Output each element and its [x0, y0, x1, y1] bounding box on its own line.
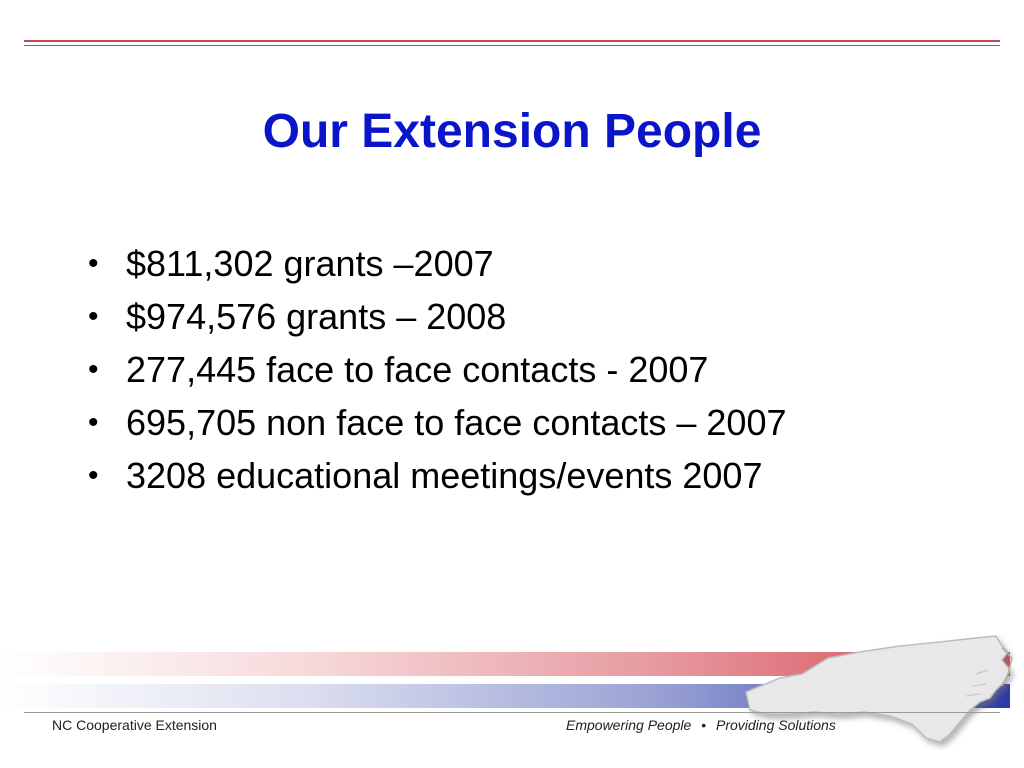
- bullet-text: $974,576 grants – 2008: [126, 296, 507, 337]
- footer-rule: [24, 712, 1000, 713]
- bullet-marker: •: [88, 406, 99, 439]
- bullet-marker: •: [88, 353, 99, 386]
- north-carolina-map-icon: [745, 635, 1013, 743]
- bullet-item: • 695,705 non face to face contacts – 20…: [88, 401, 908, 445]
- top-rule-red: [24, 40, 1000, 42]
- bullet-item: • 277,445 face to face contacts - 2007: [88, 348, 908, 392]
- top-rule-blue: [24, 45, 1000, 46]
- bullet-item: • $974,576 grants – 2008: [88, 295, 908, 339]
- bullet-marker: •: [88, 459, 99, 492]
- bullet-text: $811,302 grants –2007: [126, 243, 494, 284]
- bullet-list: • $811,302 grants –2007 • $974,576 grant…: [88, 242, 908, 507]
- footer-tagline-part2: Providing Solutions: [715, 717, 836, 733]
- bullet-item: • $811,302 grants –2007: [88, 242, 908, 286]
- bullet-marker: •: [88, 247, 99, 280]
- slide-title: Our Extension People: [262, 105, 762, 158]
- footer-organization: NC Cooperative Extension: [52, 717, 217, 733]
- footer-tagline-part1: Empowering People: [566, 717, 692, 733]
- bullet-text: 695,705 non face to face contacts – 2007: [126, 402, 787, 443]
- bullet-text: 277,445 face to face contacts - 2007: [126, 349, 709, 390]
- footer-tagline: Empowering People • Providing Solutions: [566, 716, 836, 734]
- footer-separator: •: [701, 717, 707, 733]
- bullet-text: 3208 educational meetings/events 2007: [126, 455, 763, 496]
- bullet-marker: •: [88, 300, 99, 333]
- bullet-item: • 3208 educational meetings/events 2007: [88, 454, 908, 498]
